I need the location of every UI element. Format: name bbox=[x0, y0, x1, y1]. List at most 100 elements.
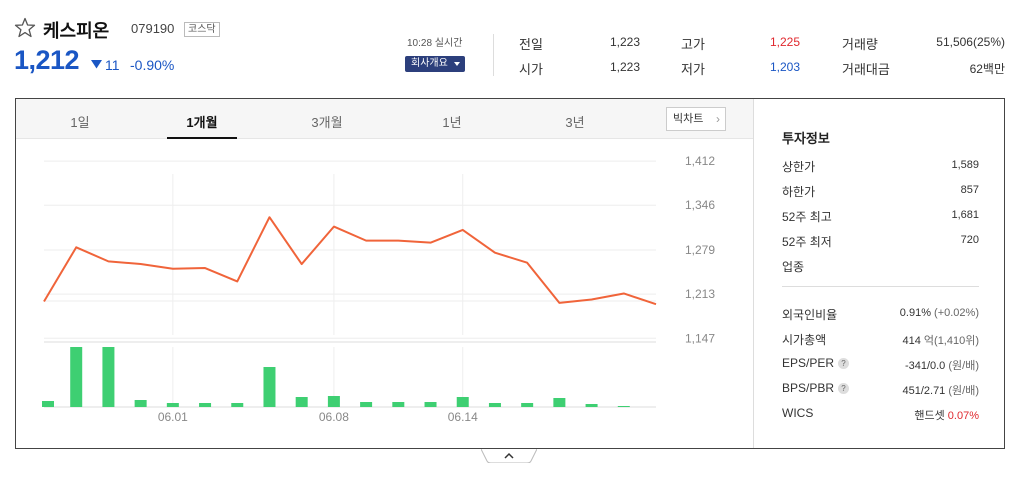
divider bbox=[782, 286, 979, 287]
caret-down-icon bbox=[454, 62, 460, 66]
tab-1day[interactable]: 1일 bbox=[70, 115, 90, 130]
x-tick-label: 06.01 bbox=[158, 410, 188, 424]
y-tick-label: 1,412 bbox=[685, 154, 715, 168]
eps-per: -341/0.0 bbox=[904, 360, 946, 372]
bps-pbr-text: BPS/PBR bbox=[782, 381, 835, 395]
volume-bar bbox=[360, 402, 373, 407]
volume-value: 51,506(25%) bbox=[936, 35, 1005, 49]
bps-pbr-value: 451/2.71 (원/배) bbox=[902, 382, 979, 398]
volume-bar bbox=[521, 403, 534, 407]
w52-high-value: 1,681 bbox=[951, 209, 979, 221]
lower-limit-value: 857 bbox=[960, 184, 979, 196]
volume-label: 거래량 bbox=[842, 37, 878, 52]
y-tick-label: 1,147 bbox=[685, 331, 715, 345]
low-label: 저가 bbox=[681, 62, 705, 77]
volume-bar bbox=[456, 397, 469, 407]
volume-bar bbox=[327, 396, 340, 407]
market-cap-label: 시가총액 bbox=[782, 333, 827, 347]
tab-1year[interactable]: 1년 bbox=[442, 115, 462, 130]
volume-bar bbox=[134, 400, 147, 407]
bps-pbr: 451/2.71 bbox=[902, 385, 946, 397]
bps-pbr-unit: (원/배) bbox=[948, 385, 979, 397]
current-price: 1,212 bbox=[14, 45, 80, 75]
amount-label: 거래대금 bbox=[842, 62, 890, 77]
down-triangle-icon bbox=[91, 60, 102, 69]
company-overview-button[interactable]: 회사개요 bbox=[405, 56, 465, 72]
eps-per-unit: (원/배) bbox=[948, 360, 979, 372]
big-chart-button[interactable]: 빅차트 › bbox=[666, 107, 726, 131]
lower-limit-label: 하한가 bbox=[782, 185, 816, 199]
upper-limit-value: 1,589 bbox=[951, 159, 979, 171]
investment-info-title: 투자정보 bbox=[782, 131, 830, 146]
market-cap-value: 414 억(1,410위) bbox=[902, 332, 979, 348]
eps-per-value: -341/0.0 (원/배) bbox=[905, 357, 979, 373]
tab-3month[interactable]: 3개월 bbox=[311, 115, 343, 130]
tab-1month[interactable]: 1개월 bbox=[186, 115, 218, 130]
volume-bar bbox=[295, 397, 308, 407]
eps-per-text: EPS/PER bbox=[782, 356, 835, 370]
company-overview-label: 회사개요 bbox=[411, 58, 448, 69]
favorite-star-icon[interactable] bbox=[14, 17, 36, 39]
amount-value: 62백만 bbox=[969, 62, 1005, 76]
price-line bbox=[43, 216, 657, 306]
w52-high-label: 52주 최고 bbox=[782, 210, 832, 224]
wics-change: 0.07% bbox=[947, 410, 979, 422]
volume-bar bbox=[488, 403, 501, 407]
eps-per-label: EPS/PER? bbox=[782, 356, 850, 370]
high-label: 고가 bbox=[681, 37, 705, 52]
w52-low-value: 720 bbox=[960, 234, 979, 246]
help-icon[interactable]: ? bbox=[838, 358, 850, 369]
chart-area: 1일 1개월 3개월 1년 3년 빅차트 › 1,412 1,346 1,279 1,… bbox=[16, 99, 753, 448]
volume-bar bbox=[617, 406, 630, 407]
volume-bar bbox=[585, 404, 598, 407]
investment-info: 투자정보 상한가 1,589 하한가 857 52주 최고 1,681 52주 … bbox=[753, 99, 1004, 448]
foreign-ratio-label: 외국인비율 bbox=[782, 308, 838, 322]
tab-3year[interactable]: 3년 bbox=[565, 115, 585, 130]
volume-bar bbox=[42, 401, 54, 407]
y-tick-label: 1,346 bbox=[685, 198, 715, 212]
volume-bar bbox=[166, 403, 179, 407]
prev-close-label: 전일 bbox=[519, 37, 543, 52]
foreign-ratio-change: (+0.02%) bbox=[934, 307, 979, 319]
sector-label: 업종 bbox=[782, 260, 805, 274]
market-cap-unit: 억(1,410위) bbox=[923, 335, 979, 347]
wics-label: WICS bbox=[782, 406, 814, 420]
volume-bar bbox=[424, 402, 437, 407]
divider bbox=[493, 34, 494, 76]
chart-panel: 1일 1개월 3개월 1년 3년 빅차트 › 1,412 1,346 1,279 1,… bbox=[15, 98, 1005, 449]
volume-bar bbox=[231, 403, 244, 407]
active-tab-indicator bbox=[167, 137, 237, 139]
volume-bar bbox=[199, 403, 212, 407]
y-tick-label: 1,213 bbox=[685, 287, 715, 301]
volume-bar bbox=[392, 402, 405, 407]
wics-value[interactable]: 핸드셋 0.07% bbox=[914, 407, 979, 423]
price-change: 11 bbox=[105, 57, 120, 73]
stock-name: 케스피온 bbox=[43, 21, 110, 41]
y-tick-label: 1,279 bbox=[685, 243, 715, 257]
open-label: 시가 bbox=[519, 62, 543, 77]
chevron-up-icon bbox=[504, 452, 514, 459]
price-chart[interactable]: 1,412 1,346 1,279 1,213 1,147 06.01 06.08 06.14 bbox=[16, 139, 753, 448]
low-value: 1,203 bbox=[769, 60, 800, 74]
volume-bar bbox=[553, 398, 566, 407]
market-cap: 414 bbox=[902, 335, 921, 347]
volume-bar bbox=[102, 347, 115, 407]
help-icon[interactable]: ? bbox=[838, 383, 850, 394]
chevron-right-icon: › bbox=[716, 112, 720, 126]
x-tick-label: 06.08 bbox=[319, 410, 349, 424]
big-chart-label: 빅차트 bbox=[673, 113, 704, 125]
stock-code: 079190 bbox=[131, 21, 175, 36]
x-tick-label: 06.14 bbox=[448, 410, 478, 424]
period-tabs: 1일 1개월 3개월 1년 3년 빅차트 › bbox=[16, 99, 753, 139]
collapse-toggle[interactable] bbox=[481, 449, 537, 463]
foreign-ratio-value: 0.91% (+0.02%) bbox=[900, 307, 979, 319]
price-change-pct: -0.90% bbox=[130, 57, 175, 73]
wics-sector: 핸드셋 bbox=[914, 410, 945, 422]
volume-bar bbox=[70, 347, 83, 407]
stock-header: 케스피온 079190 코스닥 1,212 11 -0.90% 10:28 실시… bbox=[0, 0, 1015, 96]
bps-pbr-label: BPS/PBR? bbox=[782, 381, 850, 395]
upper-limit-label: 상한가 bbox=[782, 160, 816, 174]
foreign-ratio: 0.91% bbox=[899, 307, 931, 319]
market-badge: 코스닥 bbox=[184, 22, 220, 37]
open-value: 1,223 bbox=[609, 60, 640, 74]
